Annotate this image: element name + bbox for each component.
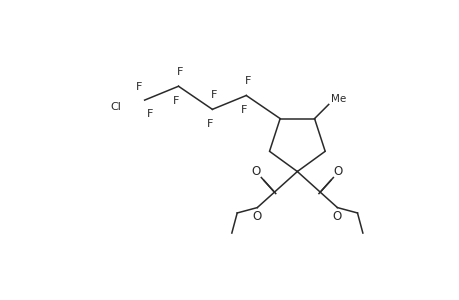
Text: O: O [252, 210, 261, 223]
Text: O: O [333, 165, 342, 178]
Text: F: F [147, 109, 153, 118]
Text: F: F [135, 82, 142, 92]
Text: F: F [173, 96, 179, 106]
Text: F: F [241, 105, 247, 115]
Text: F: F [207, 119, 213, 129]
Text: O: O [251, 165, 261, 178]
Text: F: F [177, 67, 183, 77]
Text: F: F [245, 76, 251, 86]
Text: Me: Me [330, 94, 346, 104]
Text: F: F [211, 90, 217, 100]
Text: Cl: Cl [111, 102, 122, 112]
Text: O: O [332, 210, 341, 223]
